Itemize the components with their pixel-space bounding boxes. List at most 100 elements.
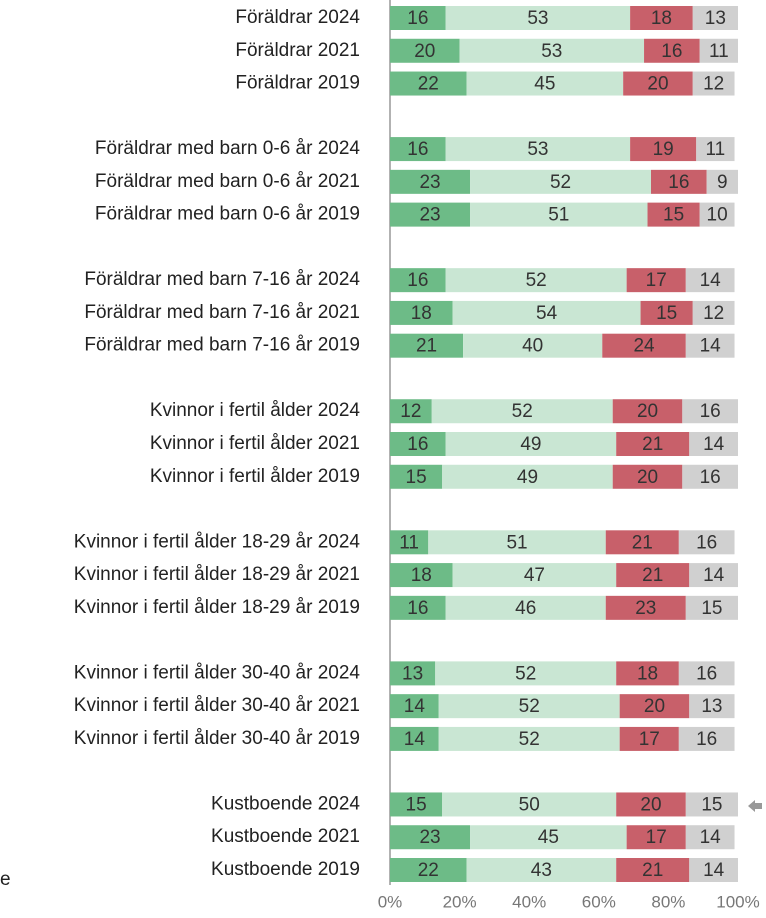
- bar-segment: [445, 268, 627, 293]
- value-label: 11: [399, 532, 419, 553]
- bar-segment: [626, 825, 686, 850]
- bar-segment: [452, 563, 617, 588]
- value-label: 13: [402, 663, 423, 684]
- bar-segment: [651, 169, 707, 194]
- bar-segment: [685, 825, 735, 850]
- value-label: 14: [703, 434, 725, 455]
- bar-segment: [390, 71, 467, 96]
- value-label: 15: [656, 303, 677, 324]
- value-label: 14: [703, 565, 725, 586]
- value-label: 14: [404, 729, 426, 750]
- value-label: 47: [524, 565, 545, 586]
- bar-segment: [699, 38, 738, 63]
- bar-segment: [616, 792, 686, 817]
- bar-segment: [678, 530, 735, 555]
- bar-segment: [685, 595, 738, 620]
- category-label: Föräldrar med barn 0-6 år 2021: [95, 171, 360, 192]
- value-label: 23: [419, 827, 440, 848]
- value-label: 21: [642, 434, 663, 455]
- bar-segment: [616, 858, 690, 882]
- category-label: Föräldrar med barn 7-16 år 2021: [84, 302, 360, 323]
- value-label: 18: [637, 663, 658, 684]
- value-label: 18: [411, 565, 432, 586]
- x-tick-label: 20%: [443, 892, 477, 911]
- value-label: 13: [705, 8, 726, 29]
- category-label: Föräldrar med barn 7-16 år 2019: [84, 335, 360, 356]
- bar-segment: [459, 38, 645, 63]
- value-label: 15: [406, 467, 427, 488]
- value-label: 16: [668, 172, 689, 193]
- bar-segment: [612, 464, 683, 489]
- bar-segment: [685, 792, 738, 817]
- bar-segment: [706, 169, 738, 194]
- value-label: 14: [700, 270, 722, 291]
- category-label: Föräldrar med barn 0-6 år 2019: [95, 204, 360, 225]
- value-label: 16: [407, 598, 428, 619]
- value-label: 23: [419, 172, 440, 193]
- category-label: Föräldrar med barn 7-16 år 2024: [84, 269, 360, 290]
- value-label: 16: [696, 729, 717, 750]
- bar-segment: [466, 71, 624, 96]
- bar-segment: [390, 169, 471, 194]
- category-label: Kvinnor i fertil ålder 18-29 år 2019: [74, 597, 360, 618]
- bar-segment: [696, 137, 735, 162]
- bar-segment: [390, 137, 446, 162]
- bar-segment: [685, 333, 735, 358]
- value-label: 16: [700, 401, 721, 422]
- value-label: 21: [632, 532, 653, 553]
- value-label: 20: [647, 74, 668, 95]
- category-label: Kvinnor i fertil ålder 2024: [150, 400, 361, 421]
- bar-segment: [470, 169, 651, 194]
- value-label: 52: [515, 663, 536, 684]
- footnote: e: [0, 869, 11, 890]
- value-label: 16: [661, 41, 682, 62]
- bar-segment: [605, 595, 686, 620]
- bar-segment: [626, 268, 686, 293]
- value-label: 20: [414, 41, 435, 62]
- bar-segment: [431, 399, 613, 424]
- value-label: 14: [700, 336, 722, 357]
- value-label: 14: [700, 827, 722, 848]
- bar-segment: [630, 137, 697, 162]
- bar-segment: [452, 300, 641, 325]
- value-label: 18: [651, 8, 672, 29]
- value-label: 20: [637, 401, 658, 422]
- bar-segment: [390, 432, 446, 456]
- value-label: 20: [644, 696, 665, 717]
- value-label: 23: [635, 598, 656, 619]
- bar-segment: [442, 464, 613, 489]
- value-label: 50: [519, 794, 540, 815]
- bar-segment: [689, 563, 738, 588]
- value-label: 49: [517, 467, 538, 488]
- bar-segment: [390, 333, 464, 358]
- category-label: Kvinnor i fertil ålder 30-40 år 2021: [74, 695, 360, 716]
- category-label: Föräldrar med barn 0-6 år 2024: [95, 138, 361, 159]
- value-label: 49: [520, 434, 541, 455]
- bar-segment: [428, 530, 606, 555]
- value-label: 51: [506, 532, 527, 553]
- x-tick-label: 100%: [716, 892, 759, 911]
- value-label: 16: [696, 532, 717, 553]
- value-label: 10: [707, 205, 728, 226]
- value-label: 19: [653, 139, 674, 160]
- value-label: 51: [548, 205, 569, 226]
- bar-segment: [612, 399, 683, 424]
- value-label: 22: [418, 74, 439, 95]
- bar-segment: [470, 202, 648, 227]
- value-label: 16: [407, 139, 428, 160]
- bar-segment: [699, 202, 735, 227]
- value-label: 9: [717, 172, 728, 193]
- value-label: 14: [404, 696, 426, 717]
- category-label: Kvinnor i fertil ålder 30-40 år 2024: [74, 662, 361, 683]
- x-tick-label: 80%: [651, 892, 685, 911]
- bar-segment: [390, 6, 446, 30]
- category-label: Kvinnor i fertil ålder 18-29 år 2021: [74, 564, 360, 585]
- value-label: 12: [703, 303, 724, 324]
- bar-segment: [390, 726, 439, 751]
- category-label: Kustboende 2021: [211, 826, 360, 847]
- bar-segment: [390, 202, 471, 227]
- x-tick-label: 0%: [378, 892, 403, 911]
- value-label: 45: [534, 74, 555, 95]
- value-label: 12: [400, 401, 421, 422]
- category-label: Kustboende 2019: [211, 859, 360, 880]
